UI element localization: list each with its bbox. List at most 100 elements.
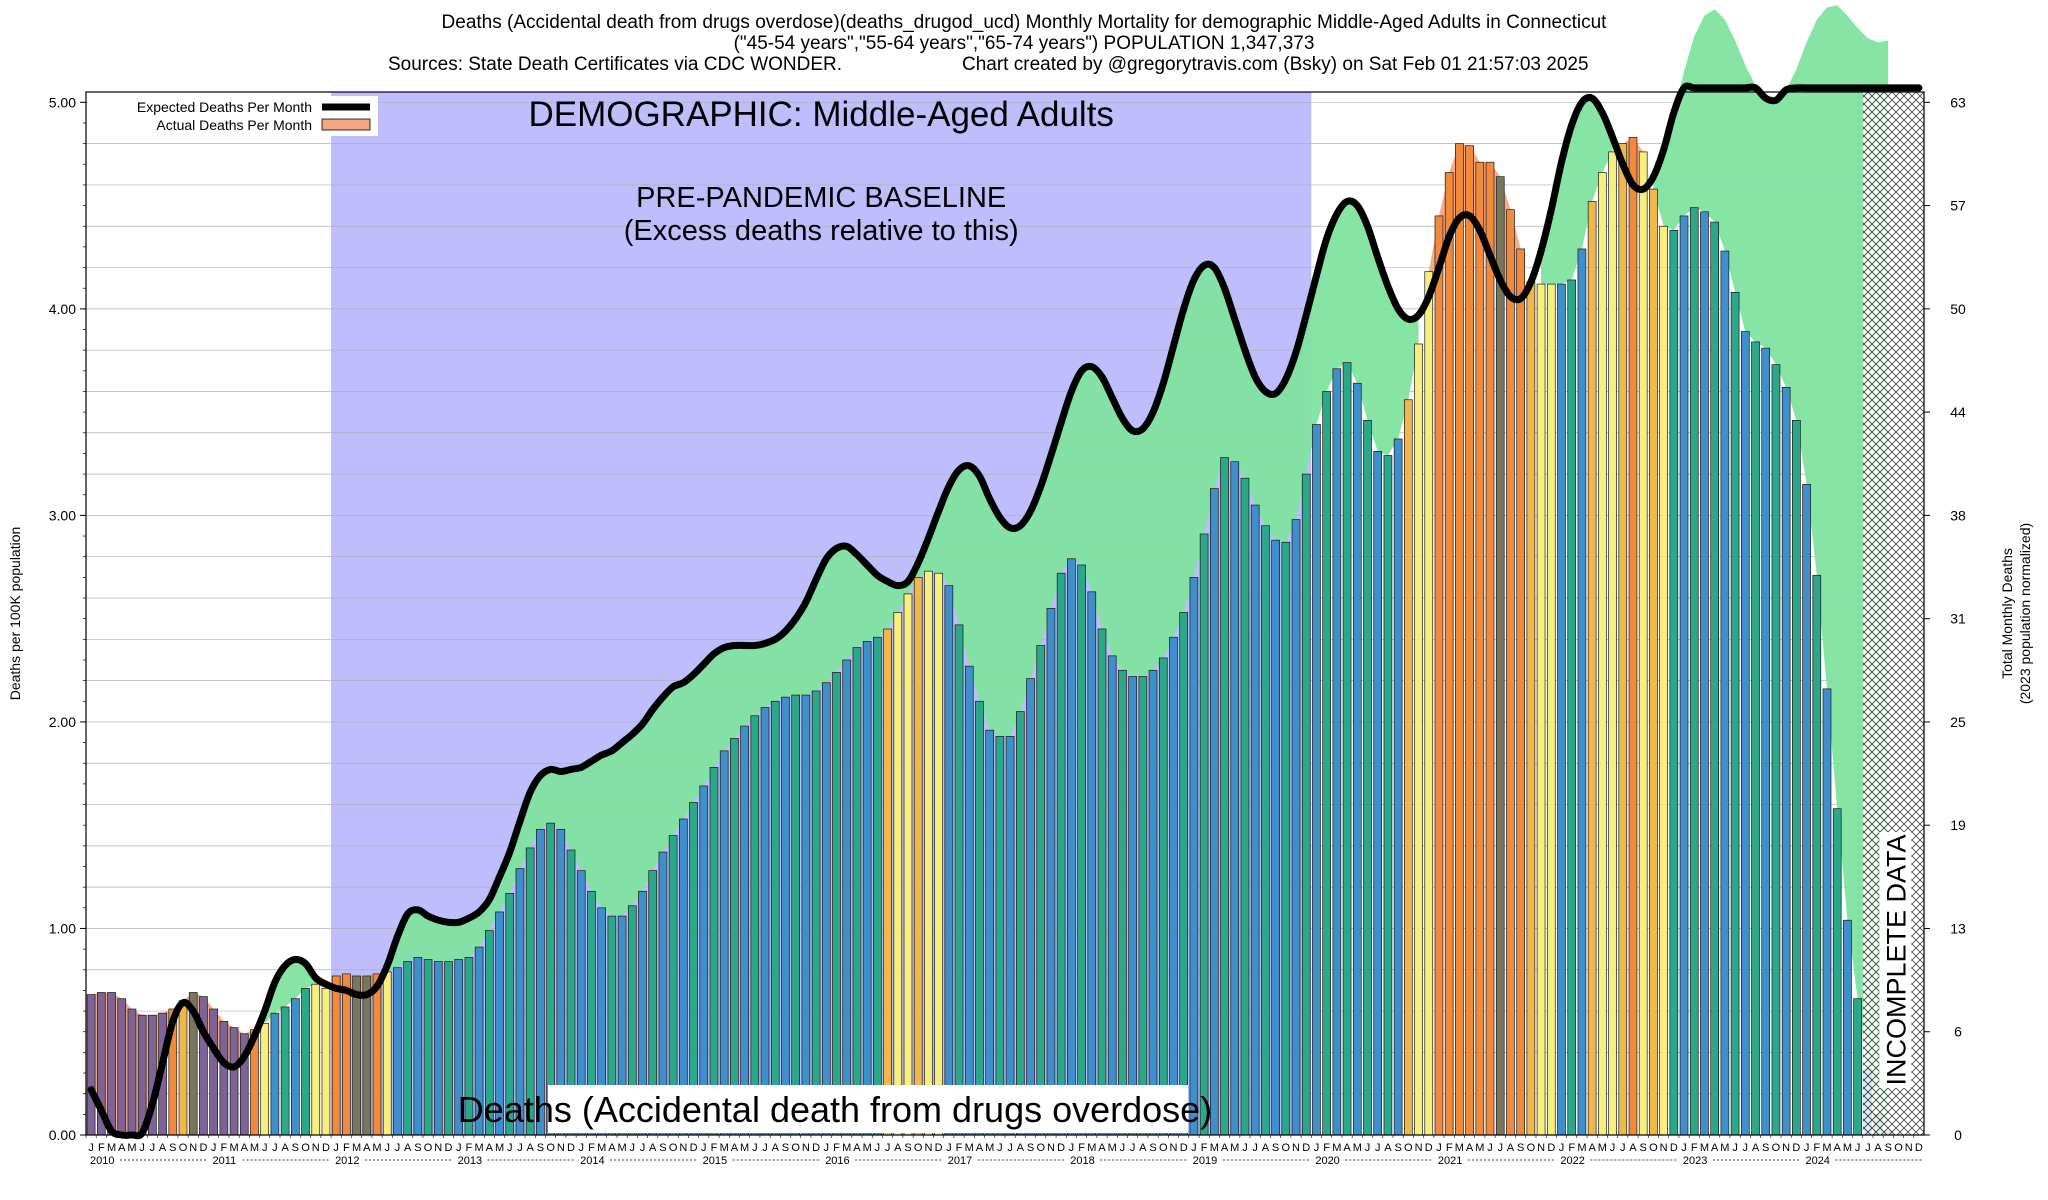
- bar-171: [1832, 808, 1842, 1136]
- bar-103: [1138, 676, 1148, 1136]
- month-tick-label: M: [229, 1142, 238, 1154]
- y-tick-label: 2.00: [49, 714, 76, 730]
- month-tick-label: J: [1436, 1142, 1442, 1154]
- month-tick-label: D: [1302, 1142, 1310, 1154]
- month-tick-label: J: [946, 1142, 952, 1154]
- bar-139: [1506, 209, 1515, 1136]
- month-tick-label: A: [241, 1142, 249, 1154]
- bar-133: [1444, 172, 1454, 1136]
- bar-34: [433, 961, 443, 1136]
- month-tick-label: S: [169, 1142, 176, 1154]
- month-tick-label: N: [1415, 1142, 1423, 1154]
- bar-173: [1853, 998, 1862, 1136]
- month-tick-label: A: [1139, 1142, 1147, 1154]
- y-tick-label: 4.00: [49, 301, 76, 317]
- month-tick-label: F: [343, 1142, 350, 1154]
- bar-136: [1475, 161, 1485, 1136]
- year-label-bg: [1803, 1154, 1834, 1166]
- month-tick-label: J: [1855, 1142, 1861, 1154]
- month-tick-label: O: [914, 1142, 923, 1154]
- incomplete-label-bg: [1879, 832, 1912, 1088]
- bar-68: [781, 696, 790, 1136]
- month-tick-label: J: [1191, 1142, 1197, 1154]
- legend-label-expected: Expected Deaths Per Month: [137, 99, 312, 115]
- month-tick-label: J: [1743, 1142, 1749, 1154]
- year-label: 2024: [1805, 1155, 1829, 1167]
- bar-169: [1812, 574, 1822, 1136]
- bar-165: [1771, 364, 1781, 1136]
- bar-132: [1434, 215, 1444, 1136]
- month-tick-label: M: [1577, 1142, 1586, 1154]
- bar-21: [301, 988, 310, 1136]
- month-tick-label: A: [1221, 1142, 1229, 1154]
- deficit-fill: [1541, 98, 1613, 285]
- month-tick-label: O: [1649, 1142, 1658, 1154]
- month-tick-label: S: [904, 1142, 911, 1154]
- bar-127: [1383, 455, 1393, 1136]
- bar-138: [1495, 176, 1505, 1136]
- bar-146: [1577, 248, 1587, 1136]
- month-tick-label: F: [588, 1142, 595, 1154]
- month-tick-label: J: [1375, 1142, 1381, 1154]
- y2-tick-label: 13: [1950, 920, 1966, 936]
- bar-137: [1485, 161, 1495, 1136]
- month-tick-label: J: [1120, 1142, 1126, 1154]
- bar-140: [1516, 248, 1525, 1136]
- bar-125: [1363, 420, 1372, 1136]
- month-tick-label: J: [1130, 1142, 1136, 1154]
- year-label: 2014: [580, 1155, 604, 1167]
- month-tick-label: D: [1547, 1142, 1555, 1154]
- bar-111: [1220, 457, 1229, 1136]
- bar-150: [1618, 143, 1628, 1136]
- bar-26: [352, 975, 361, 1136]
- year-label: 2011: [213, 1155, 237, 1167]
- bar-76: [862, 641, 872, 1136]
- chart-sources: Sources: State Death Certificates via CD…: [388, 54, 843, 75]
- bar-128: [1393, 438, 1403, 1136]
- year-label-bg: [1190, 1154, 1221, 1166]
- year-label-bg: [333, 1154, 364, 1166]
- month-tick-label: J: [1069, 1142, 1075, 1154]
- month-tick-label: F: [1201, 1142, 1208, 1154]
- month-tick-label: S: [1272, 1142, 1279, 1154]
- bar-122: [1332, 368, 1342, 1136]
- month-tick-label: M: [1700, 1142, 1709, 1154]
- bar-160: [1720, 250, 1730, 1136]
- bar-168: [1802, 484, 1811, 1136]
- month-tick-label: A: [1384, 1142, 1392, 1154]
- month-tick-label: J: [1497, 1142, 1503, 1154]
- bar-104: [1148, 669, 1158, 1136]
- month-tick-label: M: [1332, 1142, 1341, 1154]
- month-tick-label: M: [475, 1142, 484, 1154]
- month-tick-label: A: [527, 1142, 535, 1154]
- month-tick-label: J: [1365, 1142, 1371, 1154]
- bar-11: [199, 996, 208, 1136]
- month-tick-label: A: [1098, 1142, 1106, 1154]
- bar-158: [1700, 211, 1709, 1136]
- bar-85: [954, 624, 964, 1136]
- month-tick-label: N: [434, 1142, 442, 1154]
- month-tick-label: J: [1559, 1142, 1565, 1154]
- month-tick-label: D: [199, 1142, 207, 1154]
- month-tick-label: M: [1087, 1142, 1096, 1154]
- bar-170: [1822, 688, 1832, 1136]
- bar-95: [1056, 572, 1066, 1136]
- bar-144: [1557, 283, 1566, 1136]
- year-label-bg: [455, 1154, 486, 1166]
- legend-label-actual: Actual Deaths Per Month: [156, 117, 312, 133]
- bar-118: [1291, 519, 1301, 1136]
- month-tick-label: N: [802, 1142, 810, 1154]
- bar-159: [1710, 221, 1720, 1136]
- y-tick-label: 5.00: [49, 94, 76, 110]
- bar-13: [219, 1021, 229, 1136]
- baseline-sub-annotation: (Excess deaths relative to this): [624, 215, 1019, 247]
- month-tick-label: A: [731, 1142, 739, 1154]
- month-tick-label: S: [1517, 1142, 1524, 1154]
- year-label-bg: [1558, 1154, 1589, 1166]
- bar-70: [801, 694, 811, 1136]
- month-tick-label: J: [456, 1142, 462, 1154]
- month-tick-label: F: [220, 1142, 227, 1154]
- y2-tick-label: 57: [1950, 198, 1966, 214]
- bar-163: [1751, 341, 1760, 1136]
- year-label: 2021: [1438, 1155, 1462, 1167]
